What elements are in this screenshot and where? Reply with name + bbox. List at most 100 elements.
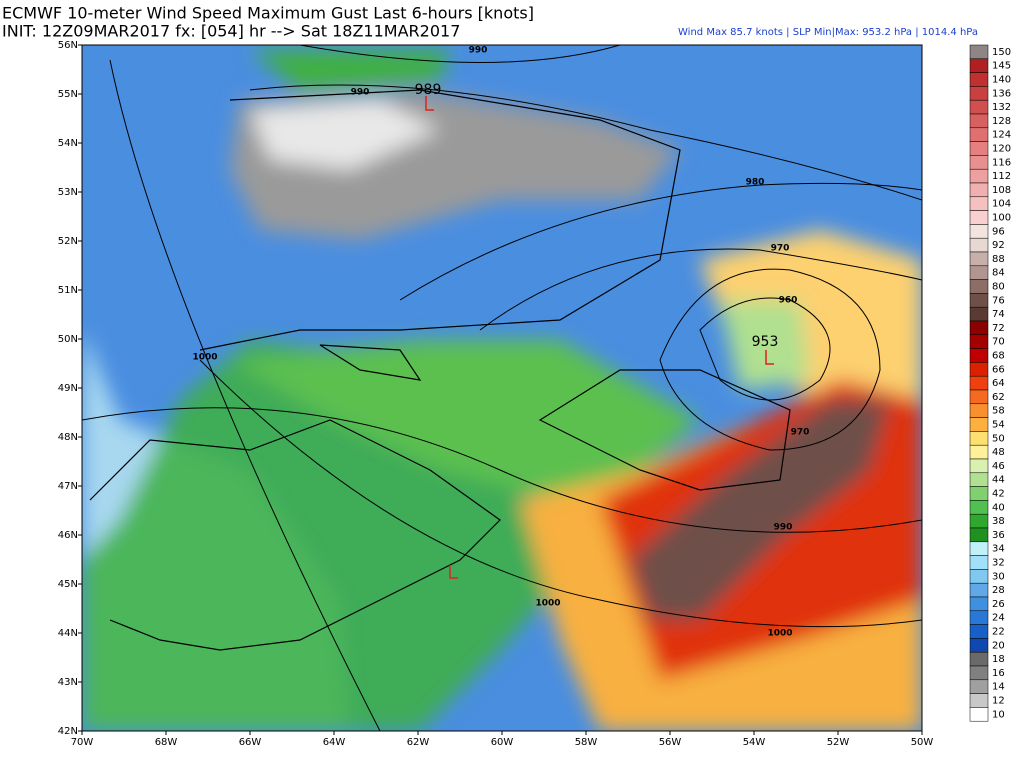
- colorbar-label: 100: [992, 213, 1011, 224]
- stats: Wind Max 85.7 knots | SLP Min|Max: 953.2…: [678, 27, 978, 38]
- colorbar-label: 104: [992, 199, 1011, 210]
- colorbar-swatch: [969, 362, 989, 377]
- colorbar-label: 34: [992, 544, 1005, 555]
- colorbar-label: 46: [992, 461, 1005, 472]
- colorbar-label: 108: [992, 185, 1011, 196]
- colorbar-swatch: [969, 44, 989, 60]
- colorbar-label: 64: [992, 378, 1005, 389]
- colorbar-label: 38: [992, 516, 1005, 527]
- lat-label: 52N: [58, 236, 78, 247]
- isobar-label: 990: [774, 523, 793, 533]
- colorbar-label: 112: [992, 171, 1011, 182]
- colorbar-label: 145: [992, 61, 1011, 72]
- colorbar-swatch: [969, 375, 989, 391]
- colorbar-swatch: [969, 651, 989, 667]
- lon-label: 68W: [155, 737, 178, 748]
- colorbar-label: 88: [992, 254, 1005, 265]
- colorbar-swatch: [969, 596, 989, 612]
- lon-label: 50W: [911, 737, 934, 748]
- isobar-label: 990: [469, 46, 488, 56]
- colorbar-label: 28: [992, 585, 1005, 596]
- colorbar-swatch: [969, 86, 989, 101]
- colorbar-swatch: [969, 279, 989, 294]
- lon-label: 54W: [743, 737, 766, 748]
- colorbar-label: 20: [992, 640, 1005, 651]
- colorbar-label: 62: [992, 392, 1005, 403]
- colorbar-label: 76: [992, 295, 1005, 306]
- colorbar-swatch: [969, 168, 989, 184]
- colorbar-label: 84: [992, 268, 1005, 279]
- colorbar-swatch: [969, 569, 989, 584]
- colorbar-label: 16: [992, 668, 1005, 679]
- lon-label: 70W: [71, 737, 94, 748]
- colorbar-swatch: [969, 265, 989, 280]
- colorbar-label: 18: [992, 654, 1005, 665]
- isobar-label: 990: [351, 88, 370, 98]
- colorbar-swatch: [969, 624, 989, 639]
- colorbar-swatch: [969, 527, 989, 543]
- lat-label: 42N: [58, 726, 78, 737]
- lat-label: 56N: [58, 40, 78, 51]
- lat-label: 51N: [58, 285, 78, 296]
- colorbar-swatch: [969, 541, 989, 556]
- colorbar-swatch: [969, 348, 989, 363]
- colorbar-swatch: [969, 458, 989, 474]
- colorbar-label: 66: [992, 364, 1005, 375]
- lat-label: 45N: [58, 579, 78, 590]
- colorbar-label: 136: [992, 88, 1011, 99]
- colorbar-label: 140: [992, 75, 1011, 86]
- pressure-center: 989: [415, 82, 442, 98]
- colorbar-label: 120: [992, 144, 1011, 155]
- lon-label: 56W: [659, 737, 682, 748]
- colorbar-swatch: [969, 389, 989, 405]
- colorbar-swatch: [969, 472, 989, 487]
- colorbar-swatch: [969, 306, 989, 322]
- map: [82, 45, 922, 731]
- colorbar-label: 150: [992, 47, 1011, 58]
- colorbar-swatch: [969, 486, 989, 501]
- colorbar-swatch: [969, 610, 989, 625]
- lat-label: 53N: [58, 187, 78, 198]
- colorbar-label: 12: [992, 696, 1005, 707]
- colorbar-swatch: [969, 431, 989, 446]
- colorbar-label: 54: [992, 420, 1005, 431]
- lat-label: 46N: [58, 530, 78, 541]
- colorbar-swatch: [969, 182, 989, 198]
- colorbar-swatch: [969, 665, 989, 681]
- lat-label: 49N: [58, 383, 78, 394]
- colorbar-label: 72: [992, 323, 1005, 334]
- colorbar-swatch: [969, 141, 989, 156]
- colorbar-label: 22: [992, 627, 1005, 638]
- colorbar-swatch: [969, 513, 989, 529]
- lat-label: 55N: [58, 89, 78, 100]
- colorbar-swatch: [969, 127, 989, 142]
- lon-label: 66W: [239, 737, 262, 748]
- colorbar-label: 30: [992, 571, 1005, 582]
- colorbar-label: 44: [992, 475, 1005, 486]
- colorbar-label: 128: [992, 116, 1011, 127]
- colorbar-swatch: [969, 237, 989, 253]
- isobar-label: 970: [771, 244, 790, 254]
- colorbar-swatch: [969, 99, 989, 115]
- lat-label: 44N: [58, 628, 78, 639]
- colorbar-swatch: [969, 638, 989, 653]
- isobar-label: 970: [791, 428, 810, 438]
- colorbar-swatch: [969, 417, 989, 432]
- pressure-center: 953: [752, 334, 779, 350]
- lat-label: 43N: [58, 677, 78, 688]
- colorbar-label: 132: [992, 102, 1011, 113]
- colorbar-label: 48: [992, 447, 1005, 458]
- colorbar-label: 96: [992, 226, 1005, 237]
- colorbar-swatch: [969, 693, 989, 708]
- colorbar-swatch: [969, 444, 989, 460]
- colorbar-label: 58: [992, 406, 1005, 417]
- colorbar-label: 70: [992, 337, 1005, 348]
- isobar-label: 1000: [192, 353, 217, 363]
- colorbar-label: 32: [992, 558, 1005, 569]
- title: ECMWF 10-meter Wind Speed Maximum Gust L…: [2, 4, 534, 23]
- subtitle: INIT: 12Z09MAR2017 fx: [054] hr --> Sat …: [2, 22, 460, 41]
- colorbar-swatch: [969, 320, 989, 336]
- colorbar-swatch: [969, 582, 989, 598]
- lon-label: 60W: [491, 737, 514, 748]
